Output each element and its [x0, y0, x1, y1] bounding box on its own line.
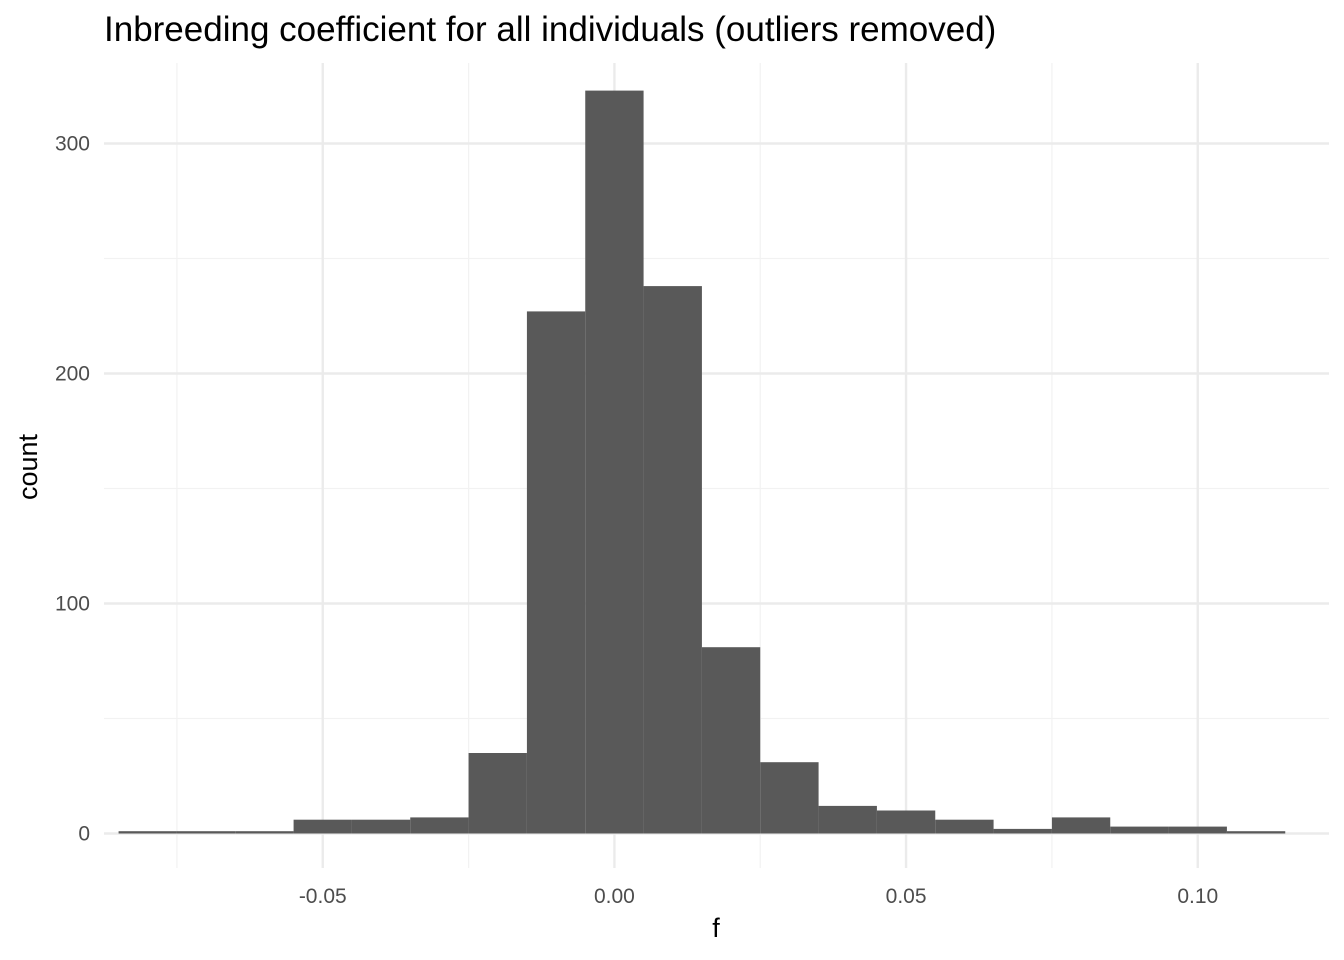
y-axis-ticks: 0 100 200 300	[55, 133, 90, 846]
histogram-bar	[701, 647, 761, 834]
x-tick-label: -0.05	[299, 885, 347, 908]
histogram-bar	[585, 90, 644, 834]
histogram-bar	[1226, 831, 1286, 834]
y-tick-label: 300	[55, 133, 90, 156]
x-tick-label: 0.10	[1177, 885, 1218, 908]
histogram-bar	[410, 817, 469, 834]
histogram-bar	[818, 805, 877, 834]
histogram-bar	[468, 753, 527, 834]
histogram-bar	[1110, 826, 1169, 834]
chart-title: Inbreeding coefficient for all individua…	[104, 10, 996, 49]
x-tick-label: 0.00	[594, 885, 635, 908]
histogram-bar	[935, 819, 994, 834]
histogram-bar	[1051, 817, 1111, 834]
x-axis-title: f	[712, 913, 720, 943]
y-tick-label: 100	[55, 593, 90, 616]
histogram-bar	[293, 819, 352, 834]
y-tick-label: 0	[78, 823, 90, 846]
histogram-bar	[1168, 826, 1227, 834]
histogram-bar	[235, 831, 294, 834]
histogram-bar	[643, 286, 702, 834]
histogram-bar	[176, 831, 236, 834]
histogram-bar	[760, 762, 819, 834]
x-axis-ticks: -0.05 0.00 0.05 0.10	[299, 885, 1218, 908]
y-tick-label: 200	[55, 363, 90, 386]
y-axis-title: count	[13, 433, 43, 500]
x-tick-label: 0.05	[886, 885, 927, 908]
histogram-bar	[118, 831, 177, 834]
histogram-bars	[118, 90, 1286, 834]
histogram-bar	[526, 311, 586, 834]
histogram-bar	[876, 810, 936, 834]
histogram-bar	[351, 819, 411, 834]
histogram-bar	[993, 828, 1052, 834]
